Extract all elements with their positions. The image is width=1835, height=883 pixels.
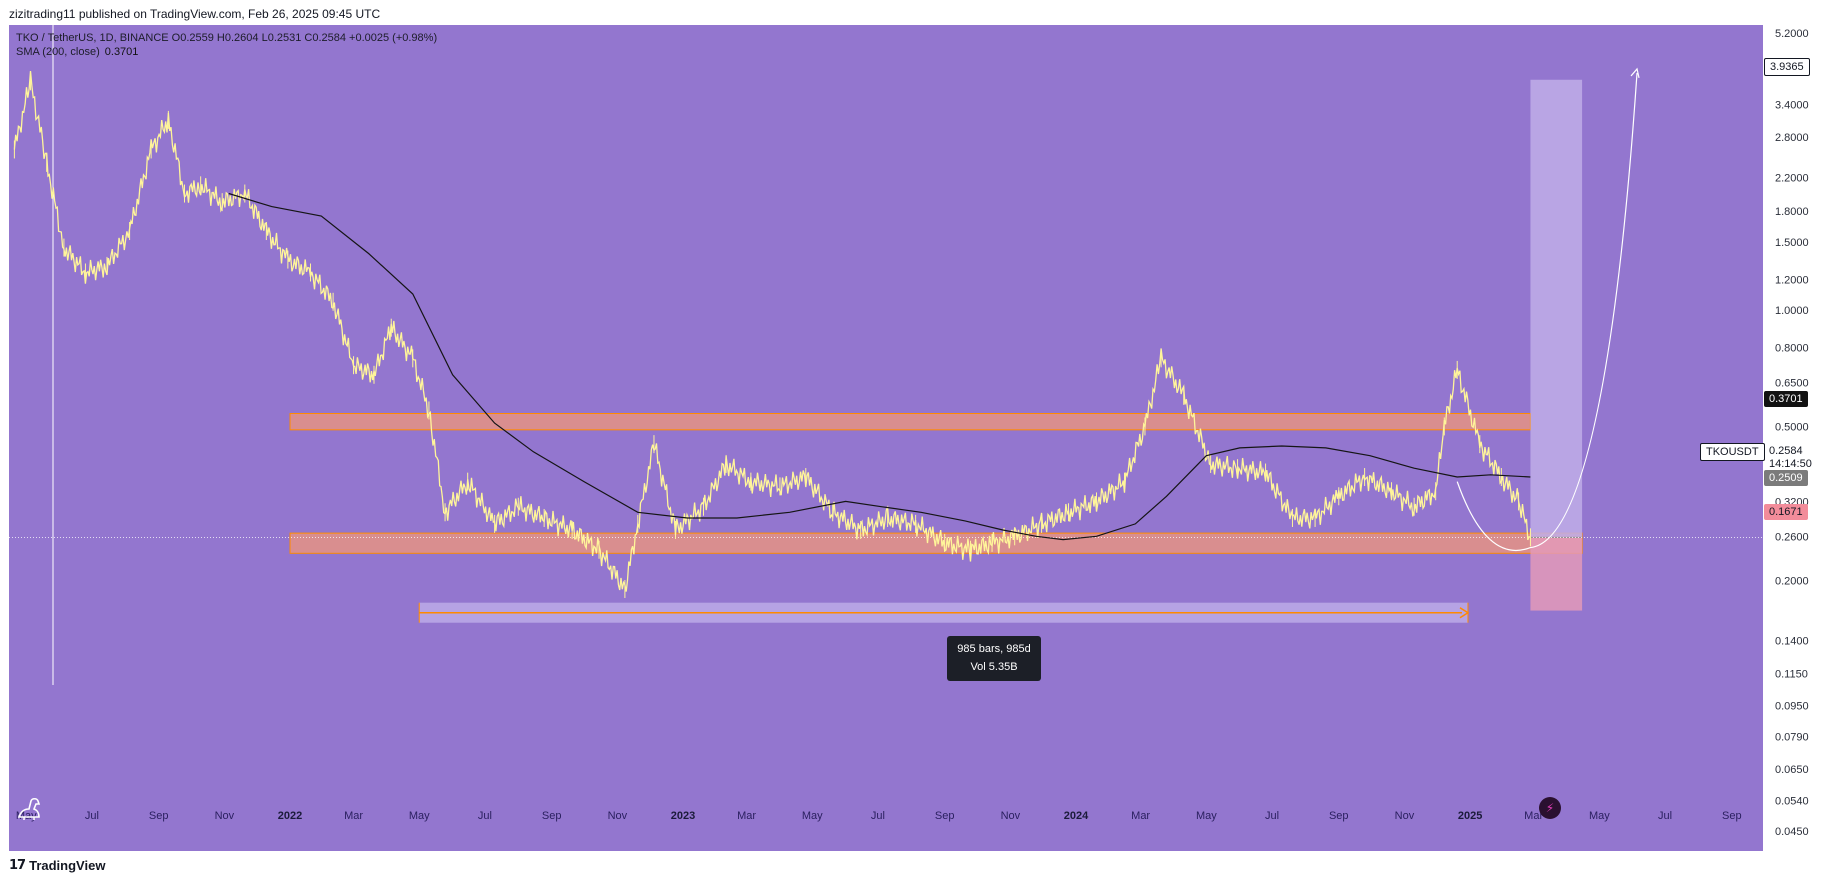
y-tick-label: 0.6500 xyxy=(1775,377,1809,389)
x-tick-label: May xyxy=(1589,810,1610,822)
target-price-badge: 3.9365 xyxy=(1764,58,1810,76)
x-tick-label: Jul xyxy=(85,810,99,822)
x-tick-label: May xyxy=(802,810,823,822)
publish-line: zizitrading11 published on TradingView.c… xyxy=(9,7,381,21)
x-tick-label: Jul xyxy=(1265,810,1279,822)
y-tick-label: 0.0790 xyxy=(1775,731,1809,743)
y-tick-label: 2.2000 xyxy=(1775,173,1809,185)
measure-tooltip: 985 bars, 985d Vol 5.35B xyxy=(947,636,1041,681)
y-tick-label: 1.2000 xyxy=(1775,274,1809,286)
x-tick-label: Jul xyxy=(1658,810,1672,822)
y-tick-label: 5.2000 xyxy=(1775,28,1809,40)
stop-price-badge: 0.1671 xyxy=(1764,504,1808,520)
y-tick-label: 1.0000 xyxy=(1775,305,1809,317)
x-tick-label: May xyxy=(409,810,430,822)
y-tick-label: 2.8000 xyxy=(1775,132,1809,144)
y-tick-label: 0.1150 xyxy=(1775,668,1808,680)
stop-zone[interactable] xyxy=(1530,537,1583,611)
y-tick-label: 1.5000 xyxy=(1775,237,1809,249)
x-tick-label: Sep xyxy=(1722,810,1742,822)
price-axis[interactable]: 5.20004.20003.40002.80002.20001.80001.50… xyxy=(1763,25,1835,851)
price-chart[interactable]: May Jul Sep Nov 2022 Mar May Jul Sep Nov 2023 Mar Ma… xyxy=(9,25,1763,851)
price-series[interactable] xyxy=(13,70,1531,592)
x-tick-label: Sep xyxy=(1329,810,1349,822)
x-tick-label: Jul xyxy=(478,810,492,822)
x-tick-label: Sep xyxy=(935,810,955,822)
x-tick-label: Nov xyxy=(1395,810,1415,822)
chart-area[interactable]: May Jul Sep Nov 2022 Mar May Jul Sep Nov 2023 Mar Ma… xyxy=(9,25,1763,851)
y-tick-label: 0.2000 xyxy=(1775,575,1809,587)
symbol-info: TKO / TetherUS, 1D, BINANCE O0.2559 H0.2… xyxy=(16,32,438,44)
y-tick-label: 0.5000 xyxy=(1775,421,1809,433)
footer: 𝟭𝟳 TradingView xyxy=(9,857,105,873)
dinosaur-icon[interactable] xyxy=(15,795,45,821)
target-zone[interactable] xyxy=(1530,79,1583,538)
stop-entry-badge: 0.2509 xyxy=(1764,470,1808,486)
x-tick-label: Mar xyxy=(344,810,363,822)
y-tick-label: 0.0650 xyxy=(1775,764,1809,776)
y-tick-label: 0.0450 xyxy=(1775,826,1809,838)
y-tick-label: 1.8000 xyxy=(1775,206,1809,218)
chart-legend: TKO / TetherUS, 1D, BINANCE O0.2559 H0.2… xyxy=(16,31,437,59)
measure-bars: 985 bars, 985d xyxy=(957,643,1031,655)
x-tick-label: 2025 xyxy=(1458,810,1482,822)
x-tick-label: Mar xyxy=(737,810,756,822)
x-tick-label: Nov xyxy=(215,810,235,822)
x-tick-label: May xyxy=(1196,810,1217,822)
chart-background xyxy=(9,25,1763,851)
x-tick-label: Nov xyxy=(1001,810,1021,822)
x-tick-label: Sep xyxy=(149,810,169,822)
projection-arrowhead xyxy=(1630,67,1640,79)
symbol-badge: TKOUSDT xyxy=(1700,443,1765,461)
y-tick-label: 0.8000 xyxy=(1775,342,1809,354)
y-tick-label: 3.4000 xyxy=(1775,99,1809,111)
y-tick-label: 0.1400 xyxy=(1775,635,1809,647)
x-tick-label: 2023 xyxy=(671,810,695,822)
countdown-badge: 14:14:50 xyxy=(1764,456,1817,472)
x-tick-label: 2024 xyxy=(1064,810,1089,822)
sma-value: 0.3701 xyxy=(104,46,139,58)
x-tick-label: Nov xyxy=(608,810,628,822)
x-tick-label: 2022 xyxy=(278,810,302,822)
x-tick-label: Jul xyxy=(871,810,885,822)
support-resistance-zone-1[interactable] xyxy=(289,413,1531,431)
tradingview-logo-icon: 𝟭𝟳 xyxy=(9,857,26,872)
y-tick-label: 0.0540 xyxy=(1775,795,1809,807)
last-price-badge: 0.2584 xyxy=(1764,443,1808,459)
x-tick-label: Mar xyxy=(1524,810,1543,822)
flash-icon[interactable]: ⚡ xyxy=(1539,797,1561,819)
measure-volume: Vol 5.35B xyxy=(970,661,1018,673)
sma-price-badge: 0.3701 xyxy=(1764,391,1808,407)
y-tick-label: 0.2600 xyxy=(1775,531,1809,543)
x-tick-label: Sep xyxy=(542,810,562,822)
footer-brand: TradingView xyxy=(29,857,106,873)
sma-line[interactable] xyxy=(228,192,1531,541)
x-tick-label: Mar xyxy=(1131,810,1150,822)
projection-curve[interactable] xyxy=(1456,72,1638,552)
y-tick-label: 0.0950 xyxy=(1775,700,1809,712)
sma-label: SMA (200, close) xyxy=(16,46,100,58)
